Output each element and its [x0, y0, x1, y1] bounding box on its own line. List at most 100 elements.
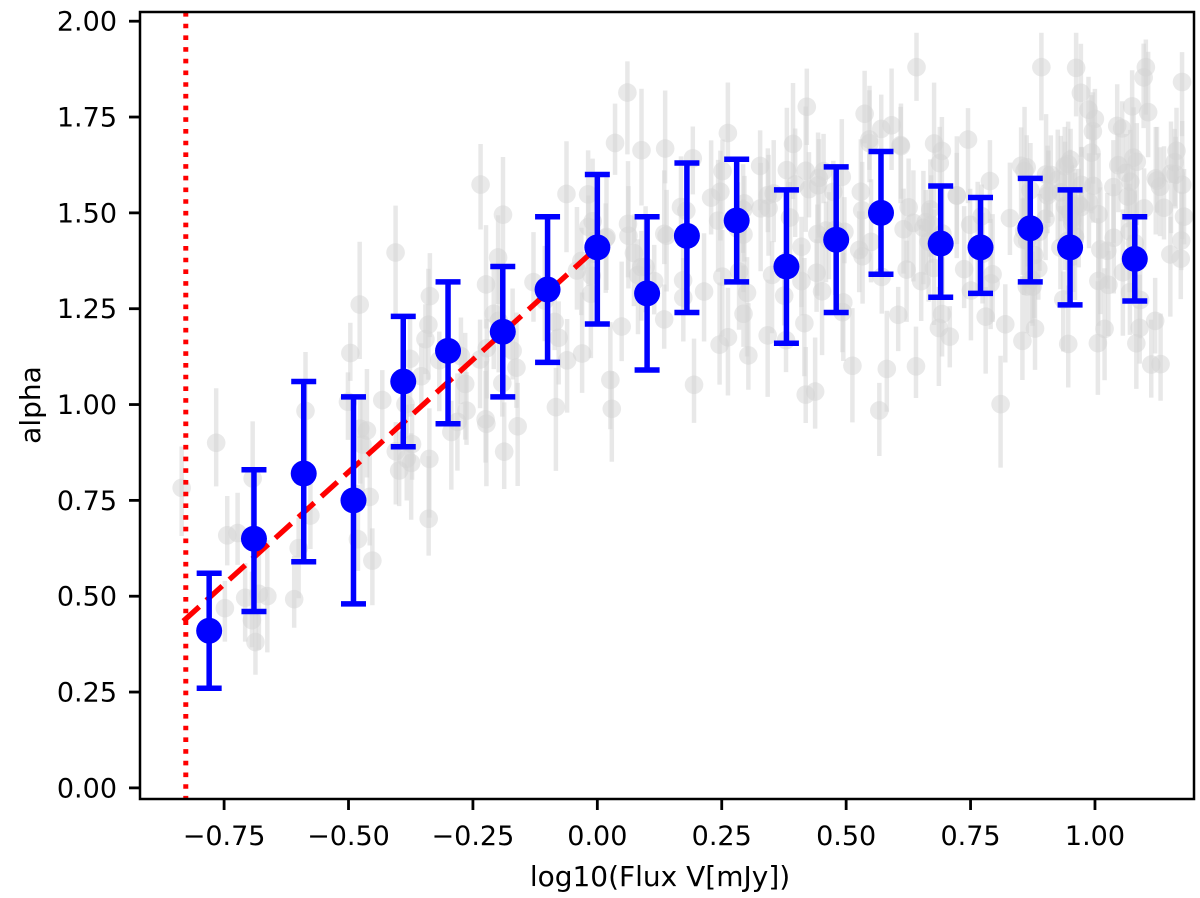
background-point [808, 176, 828, 195]
fit-line [181, 245, 600, 624]
y-tick-label: 2.00 [57, 7, 117, 38]
background-point [921, 200, 940, 219]
binned-point [867, 199, 894, 226]
binned-point-group [196, 570, 223, 691]
x-tick-label: −0.25 [432, 821, 515, 852]
binned-point [584, 234, 611, 261]
x-axis-label: log10(Flux V[mJy]) [530, 860, 790, 893]
background-point [624, 243, 644, 263]
y-tick-label: 0.50 [57, 582, 117, 613]
background-point [1017, 158, 1036, 177]
reference-lines-layer [181, 12, 600, 799]
background-point [758, 185, 778, 205]
background-point [657, 226, 676, 246]
binned-point [673, 222, 700, 249]
background-point [632, 140, 651, 160]
x-tick-label: 0.00 [567, 821, 627, 852]
x-tick-label: 0.75 [940, 821, 1000, 852]
background-point [363, 551, 382, 570]
background-point [877, 359, 897, 379]
background-point [960, 215, 980, 235]
background-point [1083, 121, 1103, 141]
binned-point [489, 318, 516, 345]
background-point [557, 184, 576, 204]
binned-point-group [489, 263, 516, 400]
background-point [807, 263, 826, 283]
background-point [796, 385, 816, 404]
background-point [494, 442, 514, 461]
background-point [1172, 72, 1192, 92]
binned-point [1121, 245, 1148, 272]
background-point [235, 588, 255, 608]
y-tick-label: 1.00 [57, 390, 117, 421]
binned-point [1017, 215, 1044, 242]
background-point [386, 243, 405, 262]
background-point [1154, 198, 1174, 218]
background-point [911, 271, 931, 291]
binned-point-group [584, 171, 611, 327]
binned-point-group [967, 194, 994, 297]
background-point [1000, 208, 1020, 228]
background-point [601, 370, 620, 390]
binned-point [390, 368, 417, 395]
background-point [1134, 68, 1153, 87]
y-tick-label: 0.75 [57, 486, 117, 517]
background-point [1025, 319, 1045, 338]
background-point [419, 509, 438, 529]
binned-points-layer [196, 148, 1148, 691]
binned-point-group [673, 160, 700, 316]
binned-point-group [435, 279, 462, 427]
background-point [217, 526, 237, 545]
background-point [416, 329, 435, 349]
binned-point [634, 280, 661, 307]
binned-point-group [723, 156, 750, 285]
binned-point-group [927, 183, 954, 300]
binned-point-group [290, 378, 317, 565]
x-tick-label: −0.50 [307, 821, 390, 852]
background-point [1124, 148, 1143, 167]
background-point [372, 390, 392, 410]
background-point [708, 211, 728, 230]
background-point [605, 133, 625, 153]
background-point [980, 171, 1000, 191]
background-point [1112, 119, 1132, 138]
background-point [947, 186, 967, 205]
background-point [246, 632, 265, 652]
background-point [995, 314, 1015, 334]
background-point [795, 313, 814, 333]
background-point [983, 265, 1002, 284]
background-point [711, 182, 730, 202]
background-point [718, 123, 738, 143]
background-point [852, 201, 872, 220]
background-point [888, 305, 908, 325]
binned-point [340, 487, 367, 514]
background-point [1151, 354, 1170, 374]
background-point [1032, 57, 1051, 77]
binned-point [967, 234, 994, 261]
background-point [891, 135, 910, 155]
background-point [493, 205, 513, 225]
binned-point [534, 276, 561, 303]
background-point [1055, 156, 1075, 176]
binned-point [823, 226, 850, 253]
background-point [1039, 182, 1058, 202]
binned-point [1057, 234, 1084, 261]
background-point [507, 358, 526, 378]
binned-point-group [240, 466, 267, 615]
x-tick-label: 1.00 [1065, 821, 1125, 852]
x-tick-label: 0.50 [816, 821, 876, 852]
binned-point [723, 207, 750, 234]
background-point [503, 341, 522, 360]
x-tick-label: 0.25 [692, 821, 752, 852]
background-point [684, 375, 704, 395]
background-point [612, 317, 631, 336]
binned-point-group [823, 164, 850, 316]
background-point [1122, 97, 1142, 116]
background-point [855, 104, 874, 124]
background-point [654, 310, 674, 329]
binned-point [773, 253, 800, 280]
background-point [932, 304, 952, 324]
binned-point-group [773, 187, 800, 346]
background-point [477, 414, 496, 434]
background-point [655, 139, 675, 158]
